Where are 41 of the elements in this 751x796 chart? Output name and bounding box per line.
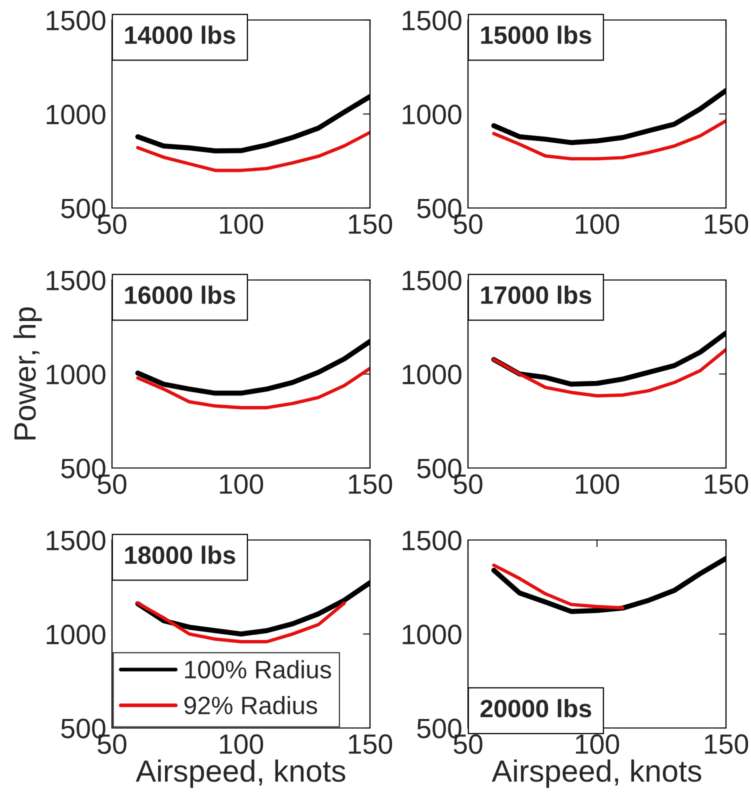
x-axis-title: Airspeed, knots: [136, 759, 346, 788]
legend-label: 92% Radius: [184, 696, 318, 714]
x-tick-label: 100: [220, 214, 264, 234]
y-tick-label: 1000: [402, 104, 462, 124]
y-tick-label: 1500: [402, 270, 462, 290]
x-tick-label: 100: [576, 474, 620, 494]
line-series: [136, 602, 346, 644]
y-tick-label: 1500: [46, 270, 106, 290]
y-tick-label: 1000: [46, 104, 106, 124]
y-tick-label: 1500: [46, 530, 106, 550]
x-tick-label: 150: [348, 734, 392, 754]
x-tick-label: 100: [220, 474, 264, 494]
line-series: [492, 564, 624, 610]
x-tick-label: 150: [704, 734, 748, 754]
x-tick-label: 150: [704, 474, 748, 494]
line-series: [136, 130, 370, 172]
legend-label: 100% Radius: [185, 660, 332, 679]
y-axis-title: Power, hp: [13, 307, 42, 440]
y-tick-label: 1500: [46, 10, 106, 30]
chart-title: 14000 lbs: [125, 26, 236, 44]
line-series: [492, 119, 726, 160]
x-tick-label: 100: [576, 734, 620, 754]
y-tick-label: 1000: [46, 624, 106, 644]
line-series: [492, 348, 726, 398]
x-tick-label: 150: [348, 474, 392, 494]
x-tick-label: 100: [576, 214, 620, 234]
y-tick-label: 1500: [402, 10, 462, 30]
chart-title: 16000 lbs: [125, 286, 236, 304]
x-axis-title: Airspeed, knots: [492, 759, 702, 788]
y-tick-label: 1000: [402, 624, 462, 644]
y-tick-label: 1500: [402, 530, 462, 550]
text: 20000 lbs: [480, 699, 592, 718]
y-tick-label: 1000: [402, 364, 462, 384]
chart-title: 15000 lbs: [481, 26, 592, 44]
chart-title: 18000 lbs: [125, 546, 236, 564]
x-tick-label: 150: [348, 214, 392, 234]
line-series: [136, 366, 370, 410]
y-tick-label: 1000: [46, 364, 106, 384]
x-tick-label: 150: [704, 214, 748, 234]
chart-title: 17000 lbs: [481, 286, 592, 304]
x-tick-label: 100: [220, 734, 264, 754]
